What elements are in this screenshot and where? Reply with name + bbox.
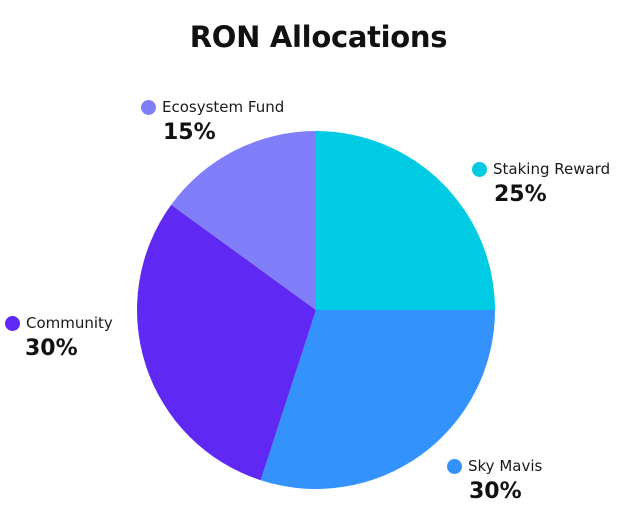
pie-slice-sky-mavis [260, 310, 495, 489]
legend-sky-mavis: Sky Mavis 30% [447, 457, 542, 504]
legend-community: Community 30% [5, 314, 113, 361]
legend-label-community: Community [26, 314, 113, 332]
legend-label-staking-reward: Staking Reward [493, 160, 611, 178]
legend-ecosystem-fund: Ecosystem Fund 15% [141, 98, 284, 145]
legend-swatch-staking-reward [472, 161, 487, 177]
pie-slice-ecosystem-fund [171, 131, 316, 310]
data-label-ecosystem-fund: 15% [163, 120, 216, 145]
legend-label-ecosystem-fund: Ecosystem Fund [162, 98, 285, 116]
legend-swatch-ecosystem-fund [141, 99, 156, 115]
legend-swatch-sky-mavis [447, 458, 462, 474]
chart-title: RON Allocations [189, 20, 448, 54]
data-label-staking-reward: 25% [494, 182, 547, 207]
legend-staking-reward: Staking Reward 25% [472, 160, 610, 207]
legend-label-sky-mavis: Sky Mavis [468, 457, 543, 475]
data-label-sky-mavis: 30% [469, 479, 522, 504]
pie-slice-community [136, 204, 316, 481]
pie-slice-staking-reward [316, 131, 495, 310]
data-label-community: 30% [25, 336, 78, 361]
legend-swatch-community [5, 315, 20, 331]
